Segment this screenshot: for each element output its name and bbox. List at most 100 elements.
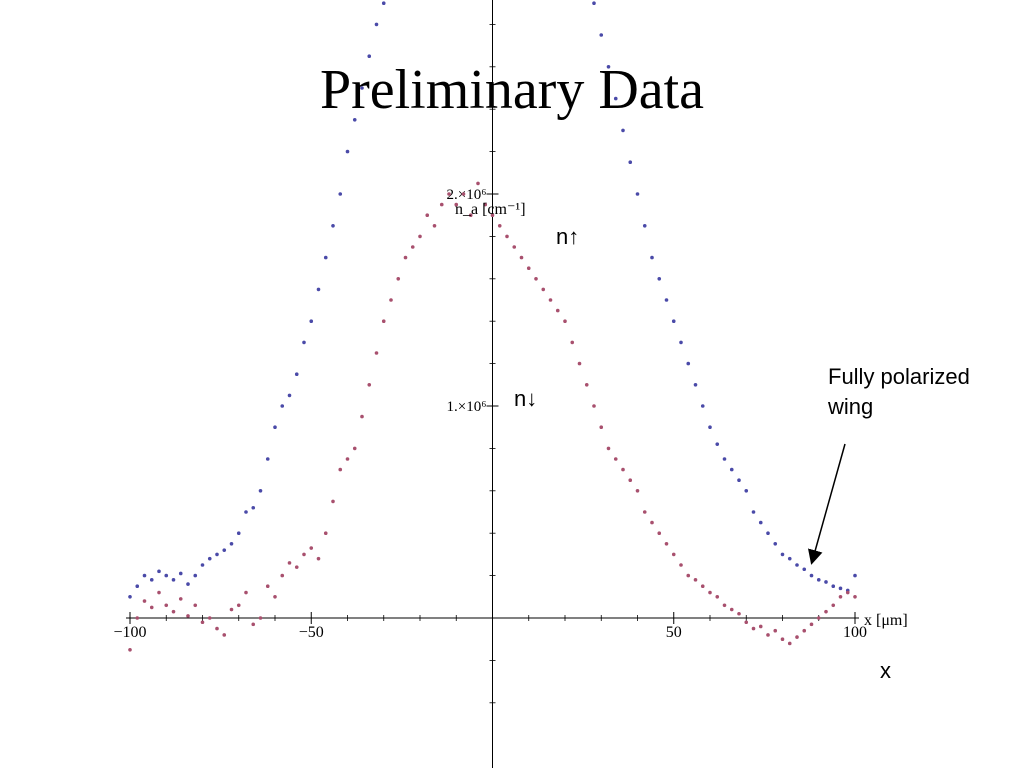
data-point [302, 552, 306, 557]
data-point [128, 595, 132, 599]
x-caption: x [880, 658, 891, 683]
data-point [309, 546, 314, 550]
data-point [258, 616, 263, 620]
data-point [193, 573, 198, 578]
data-point [780, 637, 785, 641]
data-point [157, 569, 161, 574]
data-point [541, 287, 546, 292]
data-point [265, 457, 270, 461]
y-tick-label: 1.×10⁶ [447, 399, 487, 415]
data-point [570, 340, 575, 345]
data-point [280, 404, 285, 408]
data-point [316, 556, 321, 561]
data-point [142, 599, 147, 603]
data-point [389, 298, 393, 302]
x-axis-label: x [μm] [864, 612, 908, 629]
data-point [367, 54, 372, 58]
data-point [831, 584, 836, 588]
data-point [635, 489, 640, 493]
data-point [758, 624, 763, 629]
data-point [787, 641, 792, 646]
data-point [215, 552, 219, 557]
data-point [555, 308, 560, 313]
data-point [606, 65, 611, 69]
data-point [802, 628, 807, 633]
data-point [222, 633, 227, 637]
data-point [352, 118, 357, 122]
data-point [700, 584, 705, 588]
data-point [606, 446, 611, 451]
data-point [374, 351, 379, 355]
data-point [657, 531, 662, 535]
data-point [222, 548, 227, 552]
data-point [722, 603, 727, 608]
data-point [809, 573, 814, 578]
data-point [592, 1, 596, 5]
data-point [128, 648, 132, 652]
data-point [164, 603, 169, 608]
data-point [178, 597, 183, 601]
x-tick-label: 100 [843, 624, 867, 641]
data-point [360, 414, 364, 419]
data-point [853, 573, 857, 578]
data-point [403, 255, 408, 260]
data-point [635, 192, 640, 196]
data-point [519, 255, 524, 260]
data-point [244, 510, 248, 514]
data-point [142, 573, 147, 578]
data-point [715, 595, 720, 599]
data-point [418, 234, 422, 239]
data-point [744, 489, 749, 493]
data-point [642, 224, 647, 228]
data-point [563, 319, 567, 324]
data-point [613, 96, 618, 101]
data-point [809, 622, 814, 627]
data-point [396, 277, 401, 281]
data-point [345, 149, 350, 154]
data-point [331, 499, 335, 504]
data-point [338, 192, 343, 196]
data-point [708, 590, 712, 595]
data-point [526, 266, 531, 271]
data-point [816, 616, 821, 620]
data-point [534, 277, 538, 281]
data-point [664, 298, 669, 302]
data-point [679, 340, 683, 345]
data-point [149, 605, 154, 610]
data-point [461, 192, 466, 196]
data-point [273, 595, 277, 599]
slide-title: Preliminary Data [319, 59, 705, 121]
axes [126, 0, 859, 768]
data-point [265, 584, 270, 588]
data-point [294, 565, 299, 569]
data-point [758, 520, 763, 525]
data-point [599, 33, 604, 37]
data-point [186, 614, 190, 618]
data-point [831, 603, 836, 608]
data-point [708, 425, 712, 430]
data-point [686, 573, 691, 578]
data-point [258, 489, 263, 493]
data-point [352, 446, 357, 451]
data-point [838, 586, 843, 591]
data-point [577, 361, 582, 366]
data-point [323, 531, 328, 535]
data-point [838, 595, 843, 599]
data-point [236, 603, 241, 608]
data-point [432, 224, 437, 228]
data-point [773, 628, 778, 633]
data-point [845, 590, 850, 595]
data-point [381, 1, 386, 5]
data-point [367, 383, 372, 387]
data-point [244, 590, 248, 595]
data-point [664, 542, 669, 546]
data-point [584, 383, 589, 387]
data-point [302, 340, 306, 345]
data-point [294, 372, 299, 377]
data-point [178, 571, 183, 576]
data-point [729, 467, 734, 472]
data-point [454, 202, 459, 207]
data-point [795, 635, 799, 639]
